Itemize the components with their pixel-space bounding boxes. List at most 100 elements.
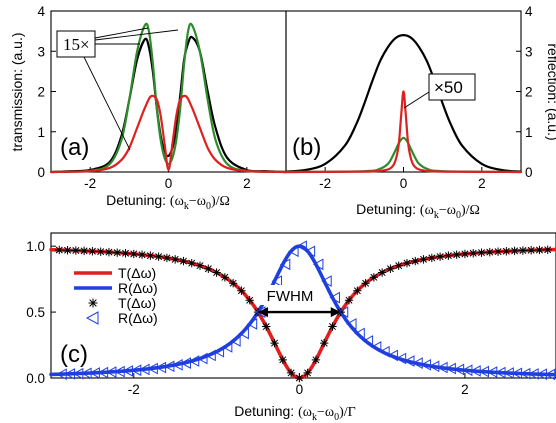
data-point-star <box>278 355 288 365</box>
data-point-star <box>477 248 486 257</box>
series-line <box>284 90 523 174</box>
data-point-star <box>96 247 105 256</box>
data-point-star <box>344 296 354 305</box>
series-line <box>284 136 523 174</box>
data-point-star <box>55 245 64 255</box>
data-point-star <box>253 307 263 317</box>
data-point-star <box>328 322 337 331</box>
data-point-star <box>129 249 138 259</box>
data-point-star <box>71 246 81 255</box>
y-tick-label: 4 <box>525 4 533 19</box>
data-point-star <box>493 247 503 256</box>
data-point-star <box>195 261 205 270</box>
data-point-triangle <box>147 362 158 375</box>
data-point-star <box>162 253 172 263</box>
data-point-triangle <box>155 361 167 374</box>
data-point-star <box>402 258 412 268</box>
data-point-triangle <box>271 275 283 287</box>
y-tick-label: 3 <box>525 44 533 59</box>
data-point-star <box>295 373 304 383</box>
y-tick-label: 2 <box>525 85 533 100</box>
data-point-star <box>187 258 196 268</box>
annotation-arrow <box>94 29 179 41</box>
data-point-triangle <box>354 327 365 340</box>
data-point-triangle <box>163 360 175 373</box>
data-point-triangle <box>230 335 241 347</box>
y-tick-label: 4 <box>37 4 45 19</box>
annotation-15x: 15× <box>63 35 90 54</box>
x-tick-label: 0 <box>165 176 173 191</box>
panel-a-label: (a) <box>60 134 89 161</box>
data-point-star <box>377 268 387 277</box>
annotation-box-a <box>56 30 96 58</box>
y-tick-label: 1.0 <box>26 239 45 254</box>
x-tick-label: 0 <box>296 382 304 397</box>
data-point-star <box>386 264 395 273</box>
data-point-star <box>336 307 345 317</box>
data-point-star <box>179 256 188 266</box>
data-point-star <box>444 251 453 260</box>
data-point-triangle <box>321 275 332 287</box>
legend: T(Δω)R(Δω)T(Δω)R(Δω) <box>74 265 158 326</box>
data-point-triangle <box>205 349 216 362</box>
fwhm-arrowhead-right <box>330 307 341 318</box>
data-point-star <box>469 249 478 258</box>
x-tick-label: 0 <box>400 176 408 191</box>
data-point-triangle <box>312 258 324 271</box>
y-tick-label: 0 <box>37 165 45 180</box>
legend-label: T(Δω) <box>118 295 156 311</box>
x-tick-label: -2 <box>319 176 331 191</box>
data-point-triangle <box>412 357 423 369</box>
data-point-triangle <box>221 341 233 353</box>
legend-label: R(Δω) <box>118 310 158 326</box>
panel-b: -2 0 2 0 1 2 3 4 (b) ×50 reflection: (a.u.) Det… <box>284 4 556 221</box>
data-point-star <box>113 248 122 257</box>
data-point-star <box>237 286 246 295</box>
y-tick-label: 0 <box>525 165 533 180</box>
x-axis-label-a: Detuning: (ωk−ω0)/Ω <box>106 192 230 212</box>
data-point-star <box>353 286 362 295</box>
data-point-triangle <box>362 335 374 347</box>
data-point-star <box>427 253 437 263</box>
data-point-triangle <box>337 306 349 318</box>
data-point-triangle <box>279 258 291 271</box>
data-point-star <box>146 251 155 260</box>
data-point-star <box>319 338 329 348</box>
data-point-star <box>419 255 428 264</box>
data-point-triangle <box>180 357 191 369</box>
panel-b-label: (b) <box>292 134 321 161</box>
fwhm-marker <box>257 307 341 318</box>
data-point-star <box>452 250 461 259</box>
legend-label: R(Δω) <box>118 280 158 296</box>
x-tick-label: 2 <box>461 382 469 397</box>
annotation-box-b <box>428 73 476 101</box>
x-tick-label: -2 <box>128 382 140 397</box>
data-point-star <box>502 247 511 256</box>
data-point-star <box>535 245 544 255</box>
x-tick-label: 2 <box>243 176 251 191</box>
annotation-arrow-b <box>403 91 430 109</box>
fwhm-arrowhead-left <box>257 307 268 318</box>
y-tick-label: 1 <box>525 125 533 140</box>
data-point-star <box>485 247 494 257</box>
data-point-star <box>303 368 312 378</box>
data-point-triangle <box>238 327 249 340</box>
data-point-triangle <box>196 352 208 365</box>
data-point-triangle <box>395 352 407 365</box>
legend-swatch <box>88 298 98 308</box>
data-point-star <box>262 322 271 331</box>
data-point-star <box>526 246 536 255</box>
data-point-triangle <box>370 341 382 353</box>
data-point-star <box>311 355 321 365</box>
data-point-triangle <box>544 368 556 381</box>
data-point-star <box>361 279 370 288</box>
annotation-arrows-a <box>83 27 179 151</box>
annotation-arrow <box>83 56 131 151</box>
data-point-triangle <box>329 291 340 304</box>
data-point-star <box>63 246 72 255</box>
data-point-star <box>220 273 230 282</box>
annotation-arrow <box>94 27 149 39</box>
data-point-triangle <box>288 245 299 258</box>
data-point-star <box>270 338 279 348</box>
data-point-triangle <box>428 360 440 373</box>
